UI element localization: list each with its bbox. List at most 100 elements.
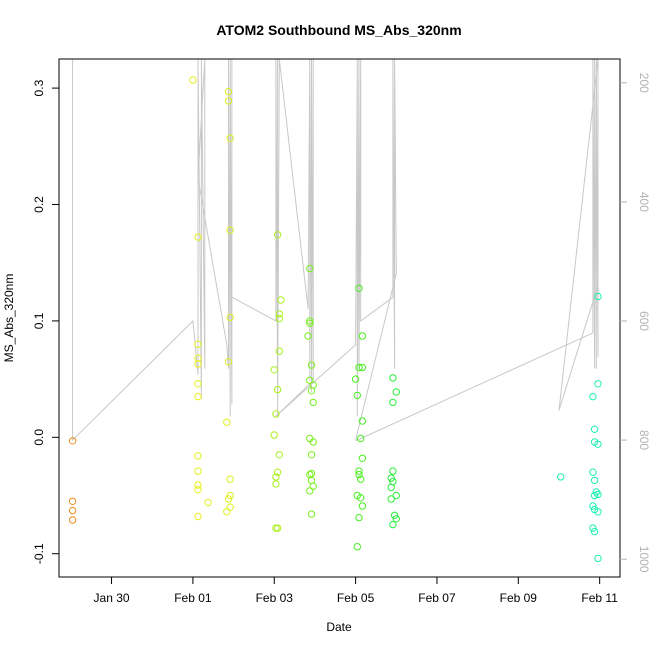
data-point [355,470,363,479]
data-point [226,226,234,234]
y-axis-title: MS_Abs_320nm [2,274,16,363]
data-point [557,473,565,481]
data-point [306,319,314,327]
chart-title: ATOM2 Southbound MS_Abs_320nm [216,22,461,38]
data-point [68,497,77,505]
data-point [194,354,202,362]
data-point [275,451,283,459]
data-point [194,380,202,388]
data-point [309,438,317,446]
data-point [392,515,400,523]
data-point [387,474,395,482]
data-point [309,398,317,407]
data-point [307,510,316,518]
data-point [307,451,316,459]
data-point [589,468,597,476]
data-point [590,425,599,433]
data-point [275,314,283,323]
data-point [194,512,202,521]
x-tick-label: Feb 11 [581,591,618,605]
y-tick-label: 0.0 [32,429,46,446]
data-point [357,475,365,483]
depth-series [72,58,599,442]
data-point [358,454,367,462]
x-tick-label: Feb 01 [174,591,212,605]
y-tick-label: 0.3 [32,79,46,96]
data-point [194,481,202,489]
data-point [194,392,202,401]
data-point [387,483,395,492]
data-point [355,284,363,292]
data-point [390,511,399,519]
data-point [306,264,314,273]
data-point [594,554,602,563]
data-point [306,487,314,495]
data-point [226,503,234,511]
data-point [275,347,283,355]
y-tick-label: -0.1 [32,543,46,564]
data-point [307,361,316,369]
data-point [223,508,231,516]
data-point [357,494,365,502]
data-point [277,296,285,304]
data-point [272,410,280,418]
data-point [272,480,280,488]
data-point [358,332,367,340]
data-point [357,434,365,443]
data-point [358,502,367,510]
data-point [306,317,314,325]
data-point [189,76,197,84]
data-point [194,452,202,460]
data-point [358,363,367,372]
data-point [224,97,233,105]
data-point [194,233,202,241]
data-point [275,310,283,318]
data-point [309,482,317,490]
data-point [223,418,231,426]
x-tick-label: Feb 05 [337,591,375,605]
data-point [304,332,312,340]
data-point [590,491,599,500]
data-point [355,513,363,522]
data-point [226,475,234,483]
data-point [589,502,597,510]
data-point [594,380,602,388]
data-point [273,385,282,394]
data-point [590,476,599,485]
x-tick-label: Feb 07 [418,591,456,605]
data-point [589,524,597,532]
data-point [358,417,367,425]
data-point [273,231,282,239]
data-point [272,473,280,481]
y-tick-label: 0.2 [32,196,46,213]
data-point [226,491,234,500]
x-tick-label: Jan 30 [94,591,130,605]
data-point [387,495,395,503]
data-point [355,363,363,372]
data-point [389,520,397,529]
data-point [392,388,400,396]
data-point [194,467,202,475]
data-point [353,391,361,400]
data-point [270,366,278,374]
data-point [224,87,233,96]
data-point [590,527,599,536]
data-point [204,498,212,507]
data-point [594,490,602,499]
y-tick-label: 0.1 [32,312,46,329]
data-point [589,392,597,401]
y2-axis: 200 400 600 800 1000 [620,73,650,573]
y2-tick-label: 600 [637,311,650,331]
y2-tick-label: 800 [637,430,650,450]
data-point [307,387,316,395]
y2-tick-label: 1000 [637,546,650,573]
data-points [68,76,602,563]
data-point [273,524,282,532]
data-point [594,508,602,516]
data-point [194,486,202,494]
data-point [224,358,233,366]
y-axis: -0.1 0.0 0.1 0.2 0.3 [32,79,59,564]
y2-tick-label: 200 [637,73,650,93]
data-point [355,467,363,475]
